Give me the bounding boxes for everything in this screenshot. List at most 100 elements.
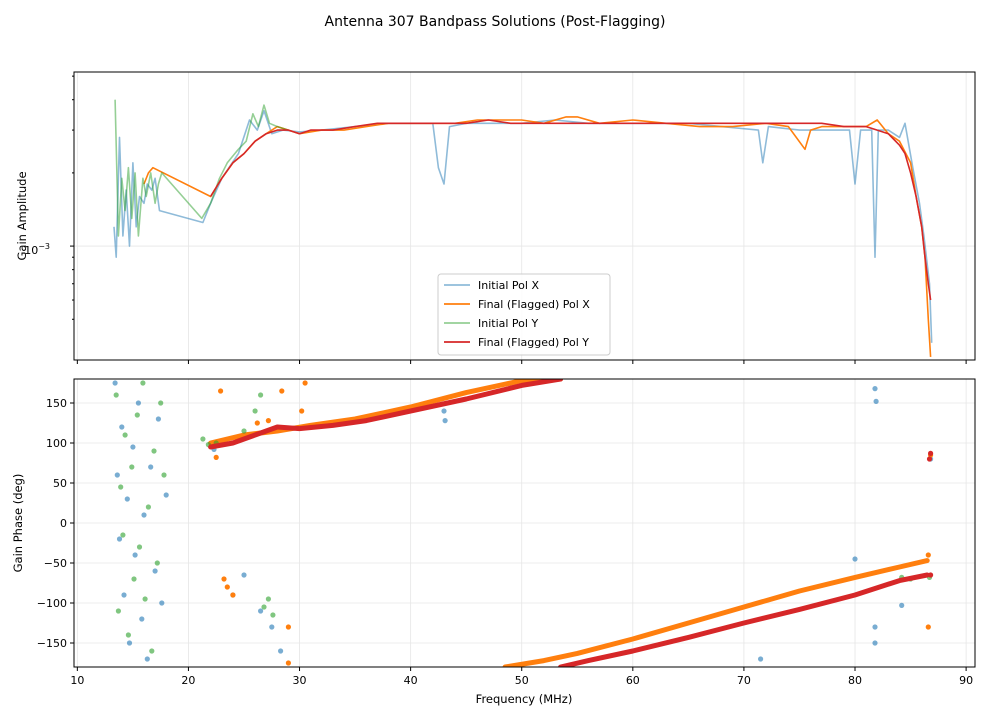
phase-point-2 [161,472,167,478]
phase-ytick-label: 0 [60,517,67,530]
legend-label-3: Final (Flagged) Pol Y [478,336,589,349]
phase-point-2 [142,596,148,602]
phase-point-0 [269,624,275,630]
phase-point-0 [141,512,147,518]
phase-point-2 [136,544,143,550]
phase-xtick-label: 80 [848,674,862,687]
phase-point-0 [163,492,169,498]
phase-ytick-label: −100 [37,597,67,610]
phase-point-0 [139,616,145,622]
phase-xtick-label: 90 [959,674,973,687]
phase-ytick-label: −50 [44,557,67,570]
legend: Initial Pol X Final (Flagged) Pol X Initia… [437,273,611,356]
phase-point-1 [221,576,227,582]
phase-point-0 [241,572,247,578]
amplitude-axes-frame [73,71,976,361]
phase-xtick-label: 30 [293,674,307,687]
phase-point-2 [252,408,258,414]
phase-point-1 [254,420,260,426]
phase-point-2 [120,532,126,538]
phase-point-0 [121,592,127,598]
legend-frame [437,273,611,356]
phase-point-2 [145,504,151,510]
phase-ytick-label: 100 [46,437,67,450]
phase-xtick-label: 50 [515,674,529,687]
phase-point-2 [270,612,276,618]
phase-point-0 [899,602,905,609]
phase-xtick-label: 20 [181,674,195,687]
phase-ytick-label: −150 [37,637,67,650]
amplitude-panel: 10−3 Gain Amplitude Initial Pol X Final (… [15,71,976,364]
phase-point-0 [758,656,764,662]
phase-point-1 [218,388,224,394]
phase-point-0 [132,552,138,558]
amplitude-grid [74,72,975,360]
phase-point-0 [152,568,158,574]
phase-point-0 [442,418,448,424]
phase-point-1 [302,380,308,386]
phase-point-3 [926,456,933,462]
phase-point-0 [155,416,161,422]
phase-xlabel: Frequency (MHz) [476,692,573,706]
phase-point-2 [134,412,140,418]
phase-point-0 [116,536,123,542]
phase-point-2 [258,392,264,398]
phase-point-0 [126,640,133,646]
phase-band-1 [502,558,930,667]
phase-band-3 [208,379,564,450]
phase-band-3 [558,572,930,667]
phase-point-0 [144,656,150,662]
phase-point-0 [872,386,878,392]
phase-point-0 [258,608,264,614]
phase-point-2 [154,560,160,566]
phase-point-1 [213,454,219,460]
phase-point-1 [925,624,931,630]
phase-point-2 [113,392,119,398]
phase-point-0 [114,472,120,478]
phase-point-3 [928,450,934,456]
phase-point-1 [265,418,271,424]
phase-point-0 [119,424,125,430]
phase-point-1 [279,388,285,394]
phase-point-2 [131,576,137,582]
phase-xtick-label: 10 [70,674,84,687]
phase-point-0 [873,398,879,404]
phase-point-1 [224,584,230,590]
phase-point-0 [130,444,136,450]
phase-point-2 [261,604,267,610]
phase-point-2 [265,596,271,602]
phase-point-0 [441,408,447,414]
phase-xtick-label: 60 [626,674,640,687]
phase-point-1 [285,624,291,630]
phase-point-0 [148,464,154,470]
phase-point-0 [124,496,130,502]
phase-point-0 [852,556,858,562]
phase-point-1 [285,660,291,666]
phase-point-2 [149,648,155,654]
amplitude-ylabel: Gain Amplitude [15,171,29,260]
phase-point-2 [115,608,121,614]
amplitude-series [113,99,933,357]
phase-point-2 [118,484,124,490]
phase-xtick-label: 40 [404,674,418,687]
figure-title: Antenna 307 Bandpass Solutions (Post-Fla… [325,14,666,30]
phase-point-0 [872,624,878,630]
legend-label-0: Initial Pol X [478,279,539,292]
phase-point-3 [928,572,934,578]
phase-point-2 [241,428,247,434]
phase-xtick-label: 70 [737,674,751,687]
legend-label-1: Final (Flagged) Pol X [478,298,590,311]
phase-point-0 [278,648,284,654]
phase-point-1 [299,408,305,414]
phase-point-0 [872,640,878,646]
phase-panel: 10 20 30 40 50 60 70 80 90 −150 −100 −50 0 50 100 150 F… [11,378,976,706]
phase-point-0 [135,400,141,406]
phase-point-2 [129,464,135,470]
amplitude-series-line-2 [114,99,289,237]
phase-series [112,379,934,667]
phase-point-2 [151,448,157,454]
phase-point-1 [230,592,236,598]
legend-label-2: Initial Pol Y [478,317,538,330]
amplitude-series-line-0 [113,110,933,343]
